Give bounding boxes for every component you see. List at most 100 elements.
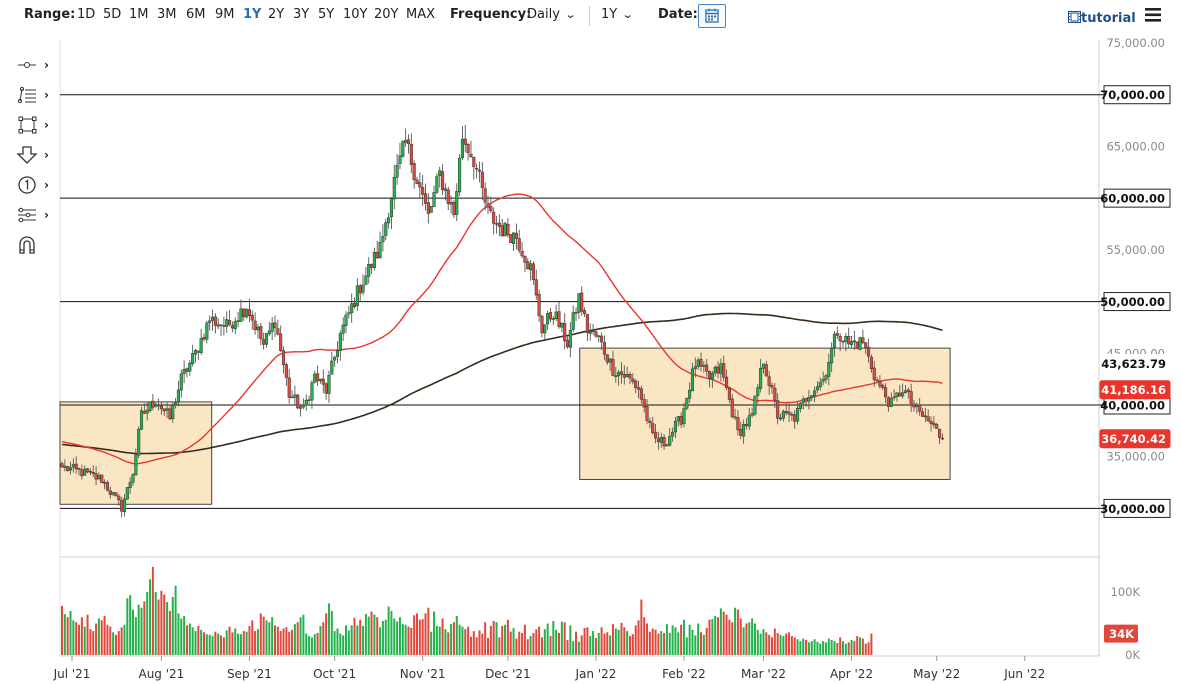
volume-bar <box>663 632 666 655</box>
range-6m[interactable]: 6M <box>186 7 206 22</box>
candle-body <box>256 326 260 331</box>
candle-body <box>574 312 578 314</box>
volume-bar <box>719 608 722 655</box>
volume-bar <box>827 638 830 655</box>
volume-bar <box>495 622 498 655</box>
volume-bar <box>78 624 81 655</box>
time-tick-label: Dec '21 <box>485 667 531 681</box>
volume-bar <box>717 617 720 655</box>
candle-body <box>233 321 237 330</box>
date-picker-button[interactable] <box>698 4 726 28</box>
volume-bar <box>489 626 492 655</box>
range-1y[interactable]: 1Y <box>243 7 262 22</box>
volume-bar <box>61 605 63 655</box>
volume-tag-box <box>1104 624 1138 643</box>
candle-body <box>344 314 348 326</box>
volume-bar <box>151 566 154 655</box>
volume-bar <box>100 620 103 655</box>
price-tick-label: 35,000.00 <box>1106 450 1165 464</box>
candle-body <box>264 333 269 345</box>
candle-body <box>892 396 896 399</box>
crosshair-tool-button[interactable]: › <box>16 55 56 77</box>
candle-body <box>151 400 155 408</box>
volume-bar <box>725 614 728 655</box>
candle-body <box>889 398 893 407</box>
time-tick-label: Apr '22 <box>830 667 873 681</box>
range-5d[interactable]: 5D <box>103 7 122 22</box>
volume-bar <box>180 618 183 655</box>
candle-body <box>523 256 527 263</box>
volume-bar <box>200 629 203 655</box>
period-select[interactable]: 1Y ⌄ <box>601 7 634 22</box>
volume-bar <box>276 626 279 655</box>
arrow-tool-button[interactable]: › <box>16 145 56 167</box>
candle-body <box>60 463 64 468</box>
volume-bar <box>824 642 827 655</box>
fibonacci-tool-button[interactable]: › <box>16 85 56 107</box>
candle-body <box>736 417 740 431</box>
volume-bar <box>597 632 600 655</box>
volume-bar <box>810 641 813 655</box>
volume-bar <box>296 622 299 655</box>
candle-body <box>583 310 587 314</box>
frequency-select[interactable]: Daily ⌄ <box>527 7 577 22</box>
candle-body <box>852 340 856 343</box>
candle-body <box>841 340 845 343</box>
volume-bar <box>364 614 367 655</box>
candle-body <box>571 312 575 330</box>
range-3y[interactable]: 3Y <box>293 7 310 22</box>
candle-body <box>742 424 746 437</box>
volume-bar <box>685 637 688 655</box>
volume-bar <box>731 622 734 655</box>
range-1d[interactable]: 1D <box>77 7 96 22</box>
candle-body <box>810 395 814 398</box>
volume-bar <box>552 620 555 655</box>
range-3m[interactable]: 3M <box>157 7 177 22</box>
candle-body <box>844 336 848 343</box>
volume-bar <box>188 623 191 655</box>
range-5y[interactable]: 5Y <box>318 7 335 22</box>
hamburger-menu-icon[interactable] <box>1145 8 1161 22</box>
candle-body <box>813 390 817 397</box>
candle-body <box>832 333 837 348</box>
range-9m[interactable]: 9M <box>215 7 235 22</box>
volume-bar <box>844 643 847 655</box>
volume-bar <box>700 632 702 655</box>
candle-body <box>923 415 927 418</box>
candle-body <box>435 176 439 193</box>
volume-bar <box>245 631 248 655</box>
price-tick-label: 65,000.00 <box>1106 139 1165 153</box>
range-1m[interactable]: 1M <box>129 7 149 22</box>
volume-bar <box>305 633 308 655</box>
range-20y[interactable]: 20Y <box>374 7 399 22</box>
volume-bar <box>242 631 245 655</box>
volume-bar <box>168 610 171 655</box>
candle-body <box>835 333 839 336</box>
volume-bar <box>526 639 529 655</box>
level-price-label: 70,000.00 <box>1100 88 1165 102</box>
volume-bar <box>327 603 330 655</box>
volume-bar <box>251 620 254 655</box>
candle-body <box>676 416 680 422</box>
candle-body <box>756 387 760 396</box>
candle-body <box>458 157 462 193</box>
range-10y[interactable]: 10Y <box>343 7 368 22</box>
range-2y[interactable]: 2Y <box>268 7 285 22</box>
magnet-tool-button[interactable] <box>16 235 56 257</box>
volume-bar <box>299 617 302 655</box>
candle-body <box>452 201 456 216</box>
pitchfork-tool-button[interactable]: › <box>16 205 56 227</box>
volume-bar <box>643 617 646 655</box>
range-max[interactable]: MAX <box>406 7 436 22</box>
candle-body <box>594 331 598 337</box>
marker-tool-button[interactable]: › <box>16 175 56 197</box>
candle-body <box>568 330 572 348</box>
volume-bar <box>146 592 149 655</box>
level-price-tag <box>1103 85 1171 105</box>
tutorial-link[interactable]: tutorial <box>1068 11 1136 26</box>
volume-bars <box>61 566 873 655</box>
rectangle-tool-button[interactable]: › <box>16 115 56 137</box>
volume-bar <box>631 634 634 655</box>
volume-bar <box>455 615 458 655</box>
